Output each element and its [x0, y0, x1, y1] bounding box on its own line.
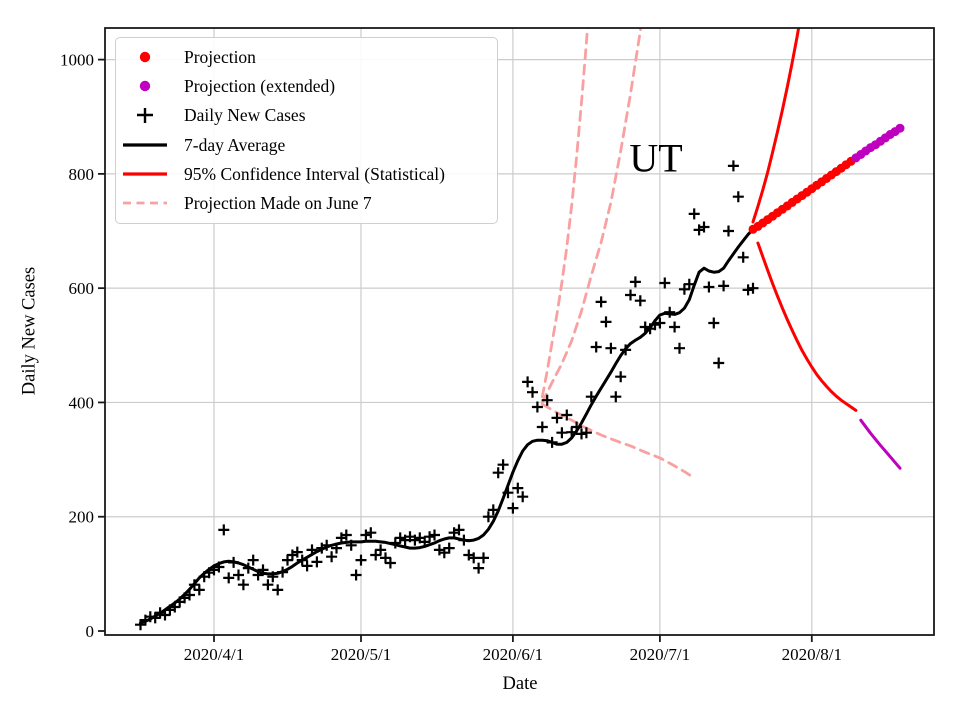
- projection-extended-dot: [895, 123, 905, 133]
- legend-item: Projection Made on June 7: [120, 189, 497, 218]
- june7-projection-line: [540, 28, 643, 404]
- x-axis-label: Date: [502, 674, 538, 694]
- june7-projection-line: [540, 28, 589, 399]
- legend-marker: [120, 50, 170, 65]
- plot-border: [104, 27, 935, 636]
- x-tick-label: 2020/7/1: [630, 645, 690, 664]
- y-tick-label: 0: [86, 622, 95, 641]
- legend-line-marker: [123, 142, 167, 147]
- legend-label: Projection Made on June 7: [184, 192, 372, 213]
- y-tick-label: 1000: [60, 51, 94, 70]
- legend-item: Daily New Cases: [120, 101, 497, 130]
- y-tick-label: 200: [69, 508, 95, 527]
- legend-label: 95% Confidence Interval (Statistical): [184, 163, 445, 184]
- y-axis-label: Daily New Cases: [19, 266, 40, 396]
- daily-cases-markers: [135, 160, 759, 631]
- y-tick-label: 800: [69, 165, 95, 184]
- legend: Projection Projection (extended) Daily New…: [115, 37, 498, 224]
- legend-label: 7-day Average: [184, 134, 286, 155]
- legend-dot-marker: [139, 81, 151, 92]
- legend-dot-marker: [139, 51, 151, 63]
- x-tick-label: 2020/8/1: [782, 645, 842, 664]
- legend-marker: [120, 79, 170, 94]
- x-tick-label: 2020/5/1: [331, 645, 391, 664]
- legend-dash-marker: [123, 201, 167, 205]
- legend-marker: [120, 167, 170, 182]
- legend-line-marker: [123, 172, 167, 176]
- legend-marker: [120, 138, 170, 153]
- legend-item: 95% Confidence Interval (Statistical): [120, 160, 497, 189]
- legend-item: 7-day Average: [120, 131, 497, 160]
- state-annotation: UT: [629, 135, 683, 181]
- x-tick-label: 2020/4/1: [184, 645, 244, 664]
- legend-label: Projection: [184, 47, 256, 68]
- ci-upper-line: [751, 28, 801, 224]
- legend-label: Projection (extended): [184, 76, 336, 97]
- y-tick-label: 600: [69, 279, 95, 298]
- legend-item: Projection: [120, 43, 497, 72]
- legend-label: Daily New Cases: [184, 105, 306, 126]
- legend-marker: [120, 196, 170, 211]
- legend-marker: [120, 108, 170, 124]
- ci-lower-line: [756, 241, 858, 412]
- june7-projection-line: [540, 402, 696, 480]
- x-tick-label: 2020/6/1: [483, 645, 543, 664]
- y-tick-label: 400: [69, 393, 95, 412]
- ci-lower-extended-line: [859, 418, 902, 470]
- legend-plus-marker: [137, 108, 153, 124]
- legend-item: Projection (extended): [120, 72, 497, 101]
